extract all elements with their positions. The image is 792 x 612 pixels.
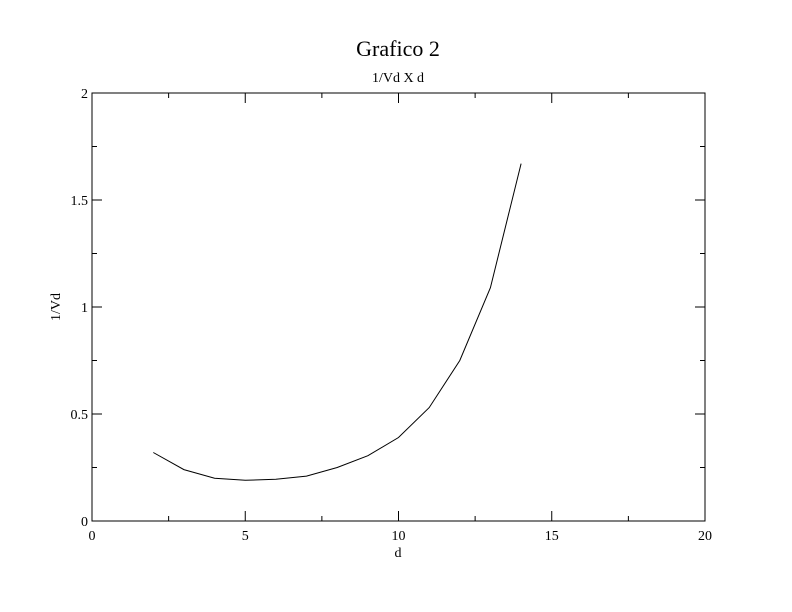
series-line (153, 163, 522, 481)
y-axis-label: 1/Vd (49, 293, 64, 321)
tick-marks (91, 92, 706, 522)
y-tick-label: 0.5 (71, 408, 89, 423)
y-tick-label: 1 (81, 301, 88, 316)
x-tick-label: 5 (242, 529, 249, 544)
x-tick-label: 10 (392, 529, 406, 544)
chart-title: Grafico 2 (356, 36, 440, 61)
y-tick-label: 1.5 (71, 194, 89, 209)
chart-subtitle: 1/Vd X d (372, 71, 424, 86)
tick-labels: 0 5 10 15 20 0 0.5 1 1.5 2 (71, 87, 713, 544)
x-tick-label: 15 (545, 529, 559, 544)
x-tick-label: 20 (698, 529, 712, 544)
y-tick-label: 0 (81, 515, 88, 530)
x-axis-label: d (395, 546, 402, 561)
y-tick-label: 2 (81, 87, 88, 102)
x-tick-label: 0 (89, 529, 96, 544)
